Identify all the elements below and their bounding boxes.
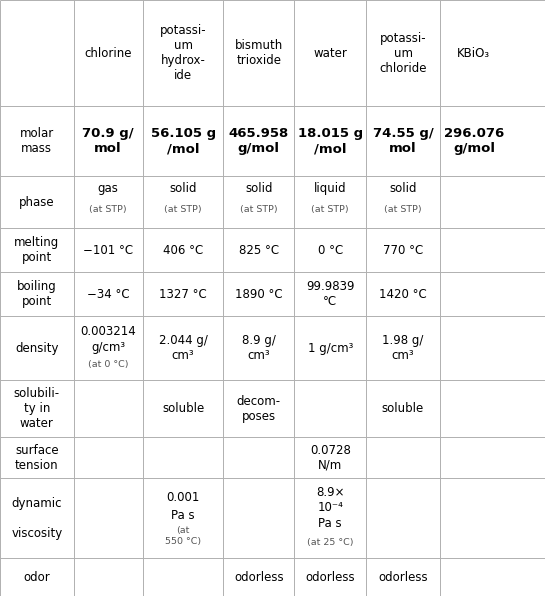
Text: 8.9 g/
cm³: 8.9 g/ cm³ — [242, 334, 276, 362]
Text: 70.9 g/
mol: 70.9 g/ mol — [82, 128, 134, 155]
Text: water: water — [313, 46, 347, 60]
Text: bismuth
trioxide: bismuth trioxide — [235, 39, 283, 67]
Text: 465.958
g/mol: 465.958 g/mol — [229, 128, 289, 155]
Text: solubili-
ty in
water: solubili- ty in water — [14, 387, 60, 430]
Text: dynamic

viscosity: dynamic viscosity — [11, 496, 63, 540]
Text: surface
tension: surface tension — [15, 444, 59, 471]
Text: solid: solid — [389, 182, 417, 195]
Text: 1327 °C: 1327 °C — [159, 288, 207, 301]
Text: 18.015 g
/mol: 18.015 g /mol — [298, 128, 363, 155]
Text: odorless: odorless — [378, 571, 428, 583]
Text: solid: solid — [245, 182, 272, 195]
Text: KBiO₃: KBiO₃ — [457, 46, 490, 60]
Text: liquid: liquid — [314, 182, 347, 195]
Text: 99.9839
°C: 99.9839 °C — [306, 281, 354, 308]
Text: odor: odor — [23, 571, 50, 583]
Text: 8.9×: 8.9× — [316, 486, 344, 499]
Text: 0.0728
N/m: 0.0728 N/m — [310, 444, 351, 471]
Text: odorless: odorless — [305, 571, 355, 583]
Text: phase: phase — [19, 196, 55, 209]
Text: (at STP): (at STP) — [240, 205, 278, 215]
Text: −34 °C: −34 °C — [87, 288, 130, 301]
Text: (at 0 °C): (at 0 °C) — [88, 361, 129, 370]
Text: 1 g/cm³: 1 g/cm³ — [307, 342, 353, 355]
Text: (at 25 °C): (at 25 °C) — [307, 538, 354, 547]
Text: 56.105 g
/mol: 56.105 g /mol — [150, 128, 216, 155]
Text: potassi-
um
chloride: potassi- um chloride — [379, 32, 427, 74]
Text: soluble: soluble — [162, 402, 204, 415]
Text: 0 °C: 0 °C — [318, 244, 343, 257]
Text: 2.044 g/
cm³: 2.044 g/ cm³ — [159, 334, 208, 362]
Text: 1420 °C: 1420 °C — [379, 288, 427, 301]
Text: 296.076
g/mol: 296.076 g/mol — [444, 128, 504, 155]
Text: (at STP): (at STP) — [89, 205, 127, 215]
Text: Pa s: Pa s — [318, 517, 342, 530]
Text: melting
point: melting point — [14, 237, 59, 264]
Text: gas: gas — [98, 182, 119, 195]
Text: 1.98 g/
cm³: 1.98 g/ cm³ — [383, 334, 423, 362]
Text: chlorine: chlorine — [84, 46, 132, 60]
Text: potassi-
um
hydrox-
ide: potassi- um hydrox- ide — [160, 24, 207, 82]
Text: boiling
point: boiling point — [17, 281, 57, 308]
Text: (at
550 °C): (at 550 °C) — [165, 526, 201, 545]
Text: 0.003214: 0.003214 — [80, 325, 136, 339]
Text: (at STP): (at STP) — [164, 205, 202, 215]
Text: g/cm³: g/cm³ — [91, 340, 125, 353]
Text: Pa s: Pa s — [171, 510, 195, 522]
Text: odorless: odorless — [234, 571, 284, 583]
Text: −101 °C: −101 °C — [83, 244, 133, 257]
Text: solid: solid — [169, 182, 197, 195]
Text: 406 °C: 406 °C — [163, 244, 203, 257]
Text: density: density — [15, 342, 58, 355]
Text: soluble: soluble — [382, 402, 424, 415]
Text: 1890 °C: 1890 °C — [235, 288, 283, 301]
Text: decom-
poses: decom- poses — [237, 395, 281, 423]
Text: molar
mass: molar mass — [20, 128, 54, 155]
Text: 770 °C: 770 °C — [383, 244, 423, 257]
Text: (at STP): (at STP) — [384, 205, 422, 215]
Text: 825 °C: 825 °C — [239, 244, 279, 257]
Text: 10⁻⁴: 10⁻⁴ — [317, 501, 343, 514]
Text: 0.001: 0.001 — [166, 491, 200, 504]
Text: 74.55 g/
mol: 74.55 g/ mol — [373, 128, 433, 155]
Text: (at STP): (at STP) — [311, 205, 349, 215]
